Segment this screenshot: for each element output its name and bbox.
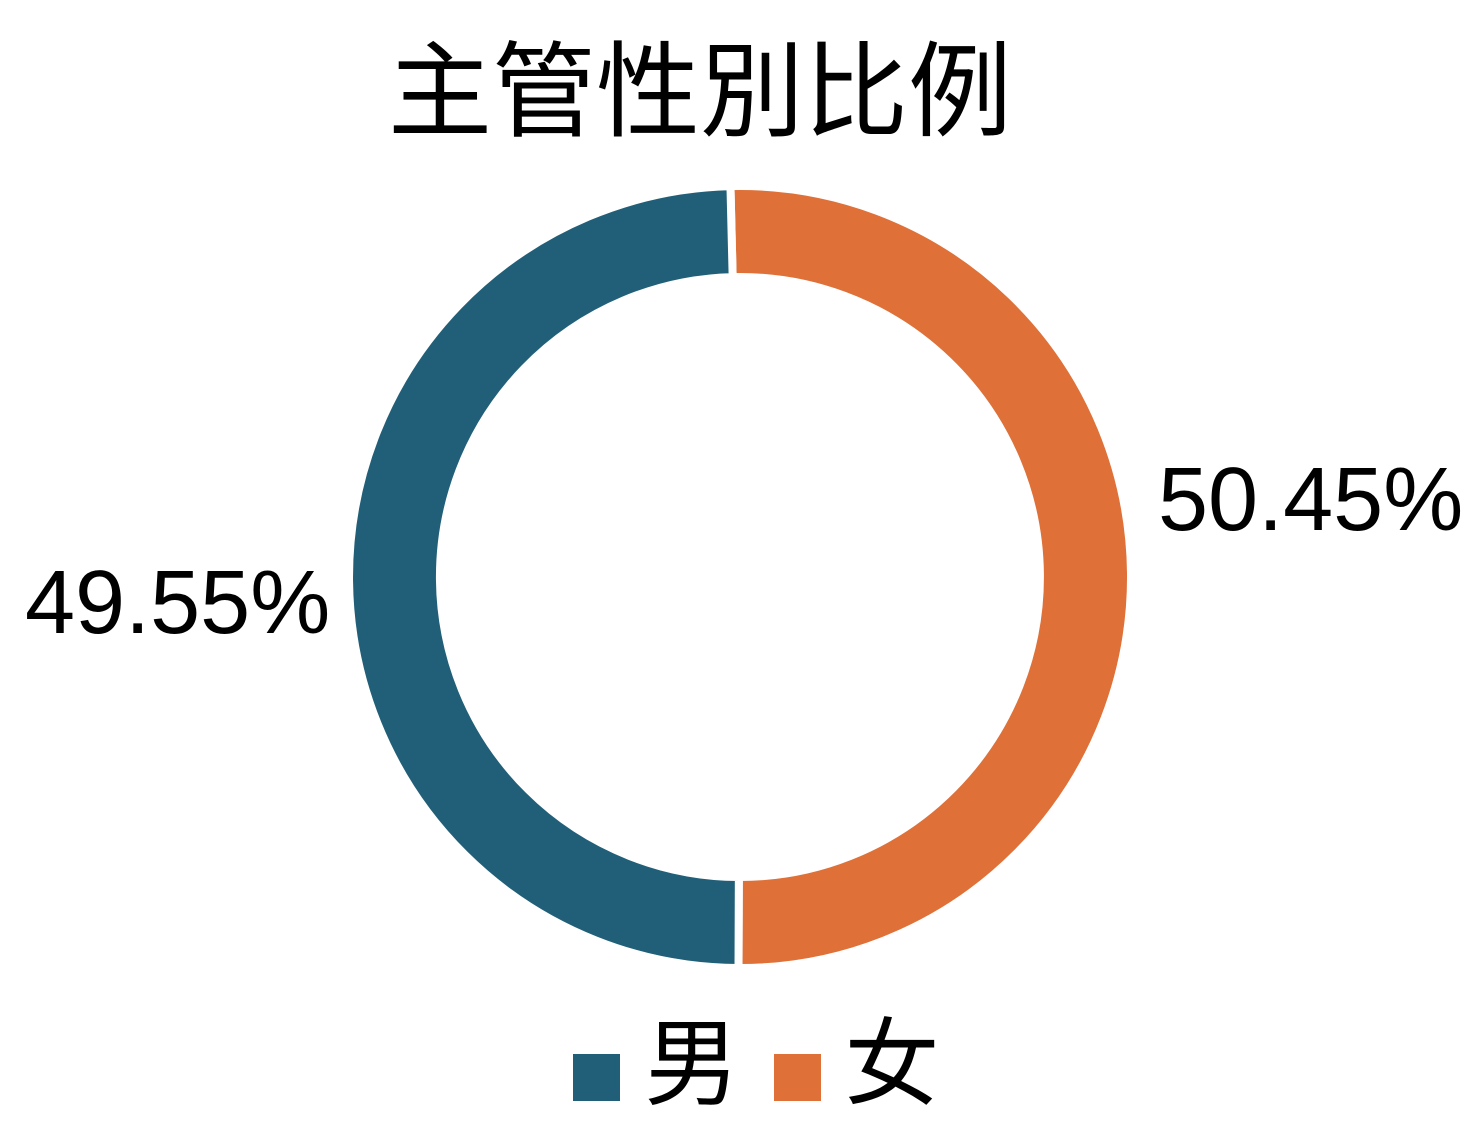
legend-item-male: 男 (573, 1012, 740, 1118)
data-label-male: 49.55% (25, 553, 331, 653)
donut-slice-male (345, 182, 743, 973)
legend-label-male: 男 (644, 1012, 740, 1118)
chart-title: 主管性別比例 (387, 35, 1012, 151)
legend-swatch-female-icon (773, 1054, 821, 1101)
legend-swatch-male-icon (573, 1054, 621, 1101)
donut-slice-female (726, 182, 1135, 973)
data-label-female: 50.45% (1158, 450, 1464, 550)
legend-item-female: 女 (773, 1012, 940, 1118)
legend-label-female: 女 (844, 1012, 940, 1118)
legend: 男 女 (36, 1008, 1477, 1123)
